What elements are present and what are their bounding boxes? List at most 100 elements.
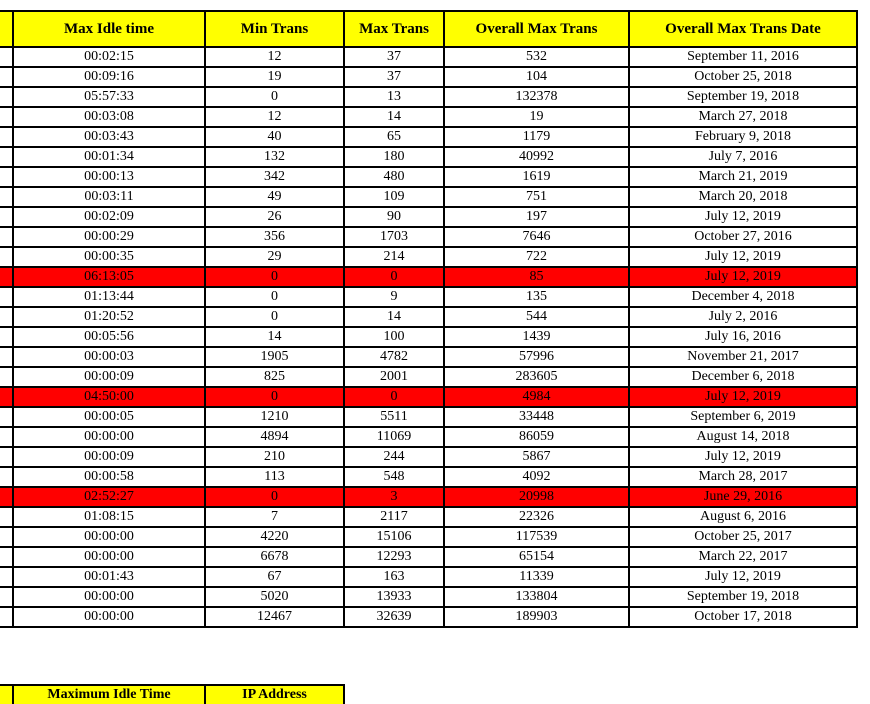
header-max-trans[interactable]: Max Trans <box>343 10 445 48</box>
table-row: 00:00:00 6678 12293 65154 March 22, 2017 <box>0 546 858 568</box>
cell-cut <box>0 166 14 188</box>
cell-cut <box>0 146 14 168</box>
cell-max-trans: 14 <box>343 306 445 328</box>
table-row: 00:00:35 29 214 722 July 12, 2019 <box>0 246 858 268</box>
table-row: 00:00:09 210 244 5867 July 12, 2019 <box>0 446 858 468</box>
cell-min-trans: 0 <box>204 266 345 288</box>
table-row: 00:00:05 1210 5511 33448 September 6, 2019 <box>0 406 858 428</box>
table-row: 00:00:00 4894 11069 86059 August 14, 2018 <box>0 426 858 448</box>
cell-cut <box>0 106 14 128</box>
cell-max-trans: 15106 <box>343 526 445 548</box>
cell-overall-max-trans-date: July 12, 2019 <box>628 266 858 288</box>
cell-overall-max-trans-date: July 2, 2016 <box>628 306 858 328</box>
cell-max-idle-time: 00:00:35 <box>12 246 206 268</box>
cell-overall-max-trans: 283605 <box>443 366 630 388</box>
cell-max-trans: 14 <box>343 106 445 128</box>
cell-overall-max-trans: 57996 <box>443 346 630 368</box>
table-row: 00:00:00 4220 15106 117539 October 25, 2017 <box>0 526 858 548</box>
cell-cut <box>0 46 14 68</box>
cell-max-idle-time: 00:00:03 <box>12 346 206 368</box>
cell-overall-max-trans: 86059 <box>443 426 630 448</box>
cell-max-idle-time: 00:01:43 <box>12 566 206 588</box>
cell-overall-max-trans: 7646 <box>443 226 630 248</box>
cell-min-trans: 7 <box>204 506 345 528</box>
cell-cut <box>0 586 14 608</box>
cell-cut <box>0 386 14 408</box>
header-overall-max-trans[interactable]: Overall Max Trans <box>443 10 630 48</box>
cell-min-trans: 29 <box>204 246 345 268</box>
table-row: 00:01:43 67 163 11339 July 12, 2019 <box>0 566 858 588</box>
cell-max-trans: 37 <box>343 46 445 68</box>
cell-min-trans: 132 <box>204 146 345 168</box>
cell-max-idle-time: 00:00:00 <box>12 606 206 628</box>
cell-overall-max-trans-date: July 12, 2019 <box>628 206 858 228</box>
cell-min-trans: 825 <box>204 366 345 388</box>
cell-overall-max-trans: 532 <box>443 46 630 68</box>
table-body: 00:02:15 12 37 532 September 11, 2016 00:09:1… <box>0 46 858 628</box>
cell-min-trans: 0 <box>204 86 345 108</box>
cell-overall-max-trans: 19 <box>443 106 630 128</box>
cell-cut <box>0 326 14 348</box>
cell-cut <box>0 306 14 328</box>
table-row-highlighted: 02:52:27 0 3 20998 June 29, 2016 <box>0 486 858 508</box>
cell-max-trans: 480 <box>343 166 445 188</box>
header-max-idle-time[interactable]: Max Idle time <box>12 10 206 48</box>
cell-max-trans: 548 <box>343 466 445 488</box>
table-row: 00:00:00 5020 13933 133804 September 19, 201… <box>0 586 858 608</box>
cell-min-trans: 1210 <box>204 406 345 428</box>
cell-cut <box>0 546 14 568</box>
cell-max-trans: 100 <box>343 326 445 348</box>
cell-max-trans: 5511 <box>343 406 445 428</box>
cell-overall-max-trans: 4984 <box>443 386 630 408</box>
cell-min-trans: 6678 <box>204 546 345 568</box>
cell-max-idle-time: 00:05:56 <box>12 326 206 348</box>
cell-max-trans: 37 <box>343 66 445 88</box>
cell-overall-max-trans: 751 <box>443 186 630 208</box>
cell-overall-max-trans: 4092 <box>443 466 630 488</box>
cell-overall-max-trans-date: October 25, 2018 <box>628 66 858 88</box>
cell-min-trans: 49 <box>204 186 345 208</box>
cell-max-idle-time: 00:00:05 <box>12 406 206 428</box>
table-row: 01:08:15 7 2117 22326 August 6, 2016 <box>0 506 858 528</box>
footer-table: Maximum Idle Time IP Address <box>0 684 345 704</box>
cell-max-idle-time: 01:20:52 <box>12 306 206 328</box>
cell-cut <box>0 406 14 428</box>
cell-overall-max-trans: 1619 <box>443 166 630 188</box>
cell-overall-max-trans: 197 <box>443 206 630 228</box>
cell-overall-max-trans: 40992 <box>443 146 630 168</box>
cell-min-trans: 12 <box>204 106 345 128</box>
cell-overall-max-trans-date: July 16, 2016 <box>628 326 858 348</box>
cell-min-trans: 0 <box>204 286 345 308</box>
table-row-highlighted: 06:13:05 0 0 85 July 12, 2019 <box>0 266 858 288</box>
cell-min-trans: 40 <box>204 126 345 148</box>
cell-cut <box>0 526 14 548</box>
cell-overall-max-trans-date: August 6, 2016 <box>628 506 858 528</box>
table-row: 01:20:52 0 14 544 July 2, 2016 <box>0 306 858 328</box>
cell-max-trans: 4782 <box>343 346 445 368</box>
cell-overall-max-trans: 5867 <box>443 446 630 468</box>
cell-overall-max-trans: 85 <box>443 266 630 288</box>
cell-max-idle-time: 00:00:00 <box>12 426 206 448</box>
cell-cut <box>0 266 14 288</box>
cell-cut <box>0 346 14 368</box>
cell-cut <box>0 366 14 388</box>
cell-max-idle-time: 00:00:58 <box>12 466 206 488</box>
cell-min-trans: 0 <box>204 386 345 408</box>
cell-overall-max-trans-date: October 17, 2018 <box>628 606 858 628</box>
cell-overall-max-trans-date: October 27, 2016 <box>628 226 858 248</box>
cell-max-trans: 13 <box>343 86 445 108</box>
cell-max-trans: 13933 <box>343 586 445 608</box>
cell-overall-max-trans-date: February 9, 2018 <box>628 126 858 148</box>
cell-min-trans: 4894 <box>204 426 345 448</box>
cell-min-trans: 12 <box>204 46 345 68</box>
transactions-table: Max Idle time Min Trans Max Trans Overal… <box>0 10 858 628</box>
cell-max-trans: 11069 <box>343 426 445 448</box>
cell-min-trans: 0 <box>204 486 345 508</box>
cell-overall-max-trans-date: June 29, 2016 <box>628 486 858 508</box>
header-overall-max-trans-date[interactable]: Overall Max Trans Date <box>628 10 858 48</box>
header-min-trans[interactable]: Min Trans <box>204 10 345 48</box>
cell-max-idle-time: 00:02:09 <box>12 206 206 228</box>
cell-max-trans: 3 <box>343 486 445 508</box>
cell-overall-max-trans-date: December 4, 2018 <box>628 286 858 308</box>
cell-max-idle-time: 02:52:27 <box>12 486 206 508</box>
